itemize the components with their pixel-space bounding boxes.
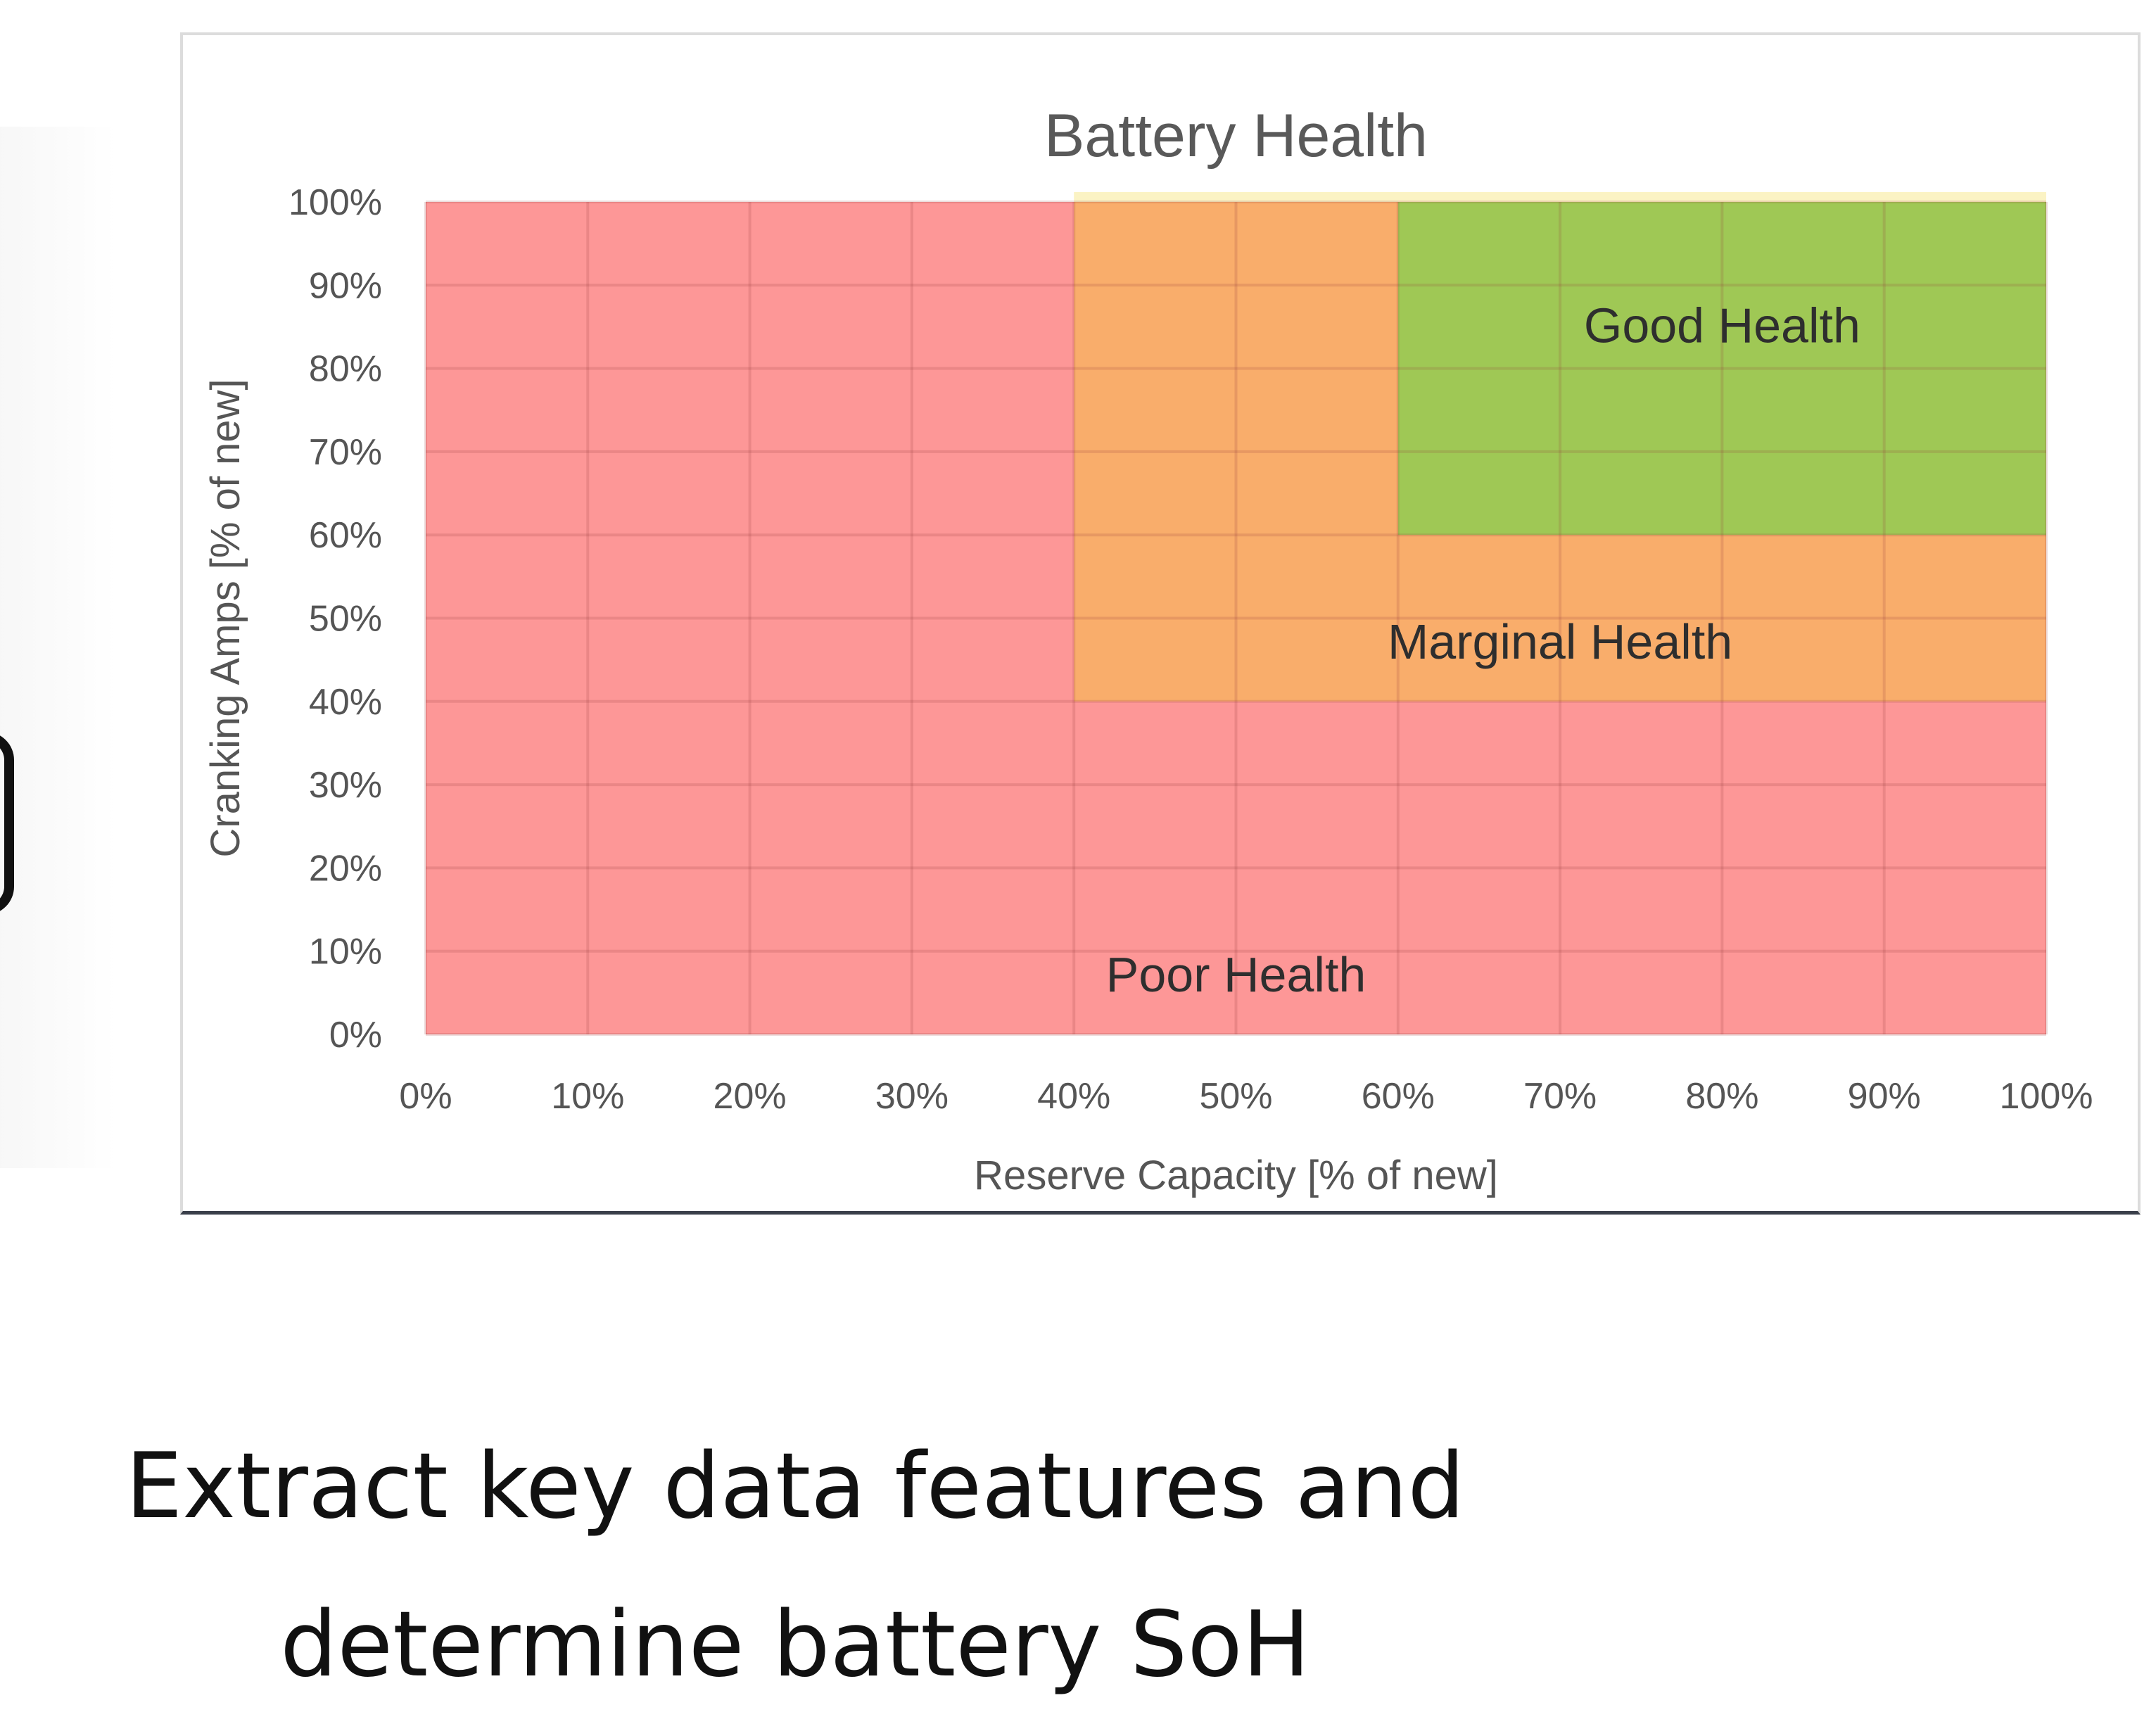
- y-axis-label: Cranking Amps [% of new]: [203, 379, 248, 857]
- x-tick-label: 50%: [1199, 1076, 1272, 1117]
- x-tick-label: 0%: [399, 1076, 452, 1117]
- caption-line-2: determine battery SoH: [280, 1592, 1310, 1697]
- y-tick-label: 70%: [309, 432, 382, 473]
- y-tick-label: 100%: [288, 182, 382, 223]
- y-tick-label: 0%: [329, 1015, 382, 1056]
- y-tick-label: 60%: [309, 515, 382, 556]
- top-highlight-strip: [1074, 192, 2046, 203]
- x-tick-label: 30%: [875, 1076, 949, 1117]
- good-health-annotation: Good Health: [1584, 298, 1860, 353]
- x-tick-label: 60%: [1362, 1076, 1435, 1117]
- y-tick-label: 30%: [309, 765, 382, 806]
- poor-health-annotation: Poor Health: [1106, 947, 1366, 1002]
- chart-frame: 0% 10% 20% 30% 40% 50% 60% 70% 80% 90% 100% 0% 10% 20…: [180, 32, 2141, 1215]
- x-axis-label: Reserve Capacity [% of new]: [974, 1153, 1498, 1198]
- x-tick-label: 100%: [2000, 1076, 2093, 1117]
- good-health-region: [1397, 202, 2046, 535]
- y-tick-label: 50%: [309, 599, 382, 640]
- y-tick-label: 90%: [309, 265, 382, 306]
- caption-line-1: Extract key data features and: [125, 1434, 1465, 1539]
- x-tick-label: 70%: [1523, 1076, 1597, 1117]
- y-tick-label: 80%: [309, 349, 382, 390]
- x-tick-label: 40%: [1037, 1076, 1110, 1117]
- cropped-glyph-fragment: [0, 732, 14, 915]
- x-tick-label: 10%: [551, 1076, 624, 1117]
- y-tick-label: 10%: [309, 932, 382, 972]
- background-decoration: [0, 127, 116, 1168]
- battery-health-chart: 0% 10% 20% 30% 40% 50% 60% 70% 80% 90% 100% 0% 10% 20…: [203, 102, 2093, 1198]
- x-tick-label: 20%: [714, 1076, 787, 1117]
- x-tick-label: 80%: [1685, 1076, 1758, 1117]
- chart-title: Battery Health: [1044, 102, 1428, 170]
- y-tick-label: 20%: [309, 848, 382, 889]
- caption: Extract key data features and determine …: [0, 1407, 1590, 1724]
- y-tick-label: 40%: [309, 682, 382, 723]
- x-tick-label: 90%: [1848, 1076, 1921, 1117]
- marginal-health-annotation: Marginal Health: [1388, 614, 1732, 669]
